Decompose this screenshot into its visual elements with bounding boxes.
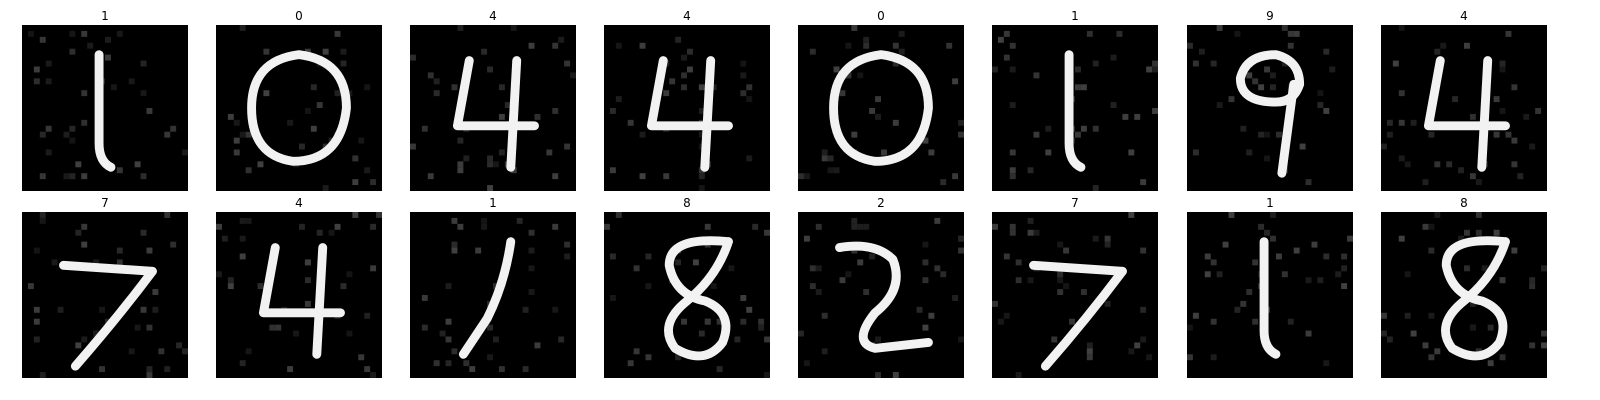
digit-label: 2 [877, 196, 885, 210]
digit-stroke [1040, 266, 1127, 371]
digit-image [604, 212, 770, 378]
digit-cell: 1 [410, 196, 576, 378]
digit-label: 7 [1071, 196, 1079, 210]
digit-glyph [604, 25, 770, 191]
digit-label: 8 [683, 196, 691, 210]
digit-cell: 4 [604, 9, 770, 191]
digit-cell: 9 [1187, 9, 1353, 191]
digit-cell: 8 [604, 196, 770, 378]
digit-image [1381, 212, 1547, 378]
digit-image [216, 25, 382, 191]
digit-cell: 8 [1381, 196, 1547, 378]
digit-cell: 0 [798, 9, 964, 191]
digit-glyph [1381, 25, 1547, 191]
digit-glyph [1187, 212, 1353, 378]
digit-cell: 4 [1381, 9, 1547, 191]
digit-stroke [59, 260, 157, 276]
digit-stroke [829, 50, 933, 166]
digit-cell: 1 [22, 9, 188, 191]
digit-stroke [1477, 56, 1493, 172]
digit-cell: 1 [1187, 196, 1353, 378]
digit-label: 1 [489, 196, 497, 210]
digit-image [216, 212, 382, 378]
digit-stroke [94, 50, 116, 172]
digit-stroke [1441, 236, 1510, 361]
digit-cell: 4 [216, 196, 382, 378]
digit-stroke [700, 56, 716, 172]
digit-glyph [798, 25, 964, 191]
digit-stroke [1277, 79, 1299, 178]
digit-glyph [216, 212, 382, 378]
digit-stroke [506, 56, 522, 172]
digit-image [410, 212, 576, 378]
digit-image [1187, 212, 1353, 378]
digit-glyph [604, 212, 770, 378]
digit-glyph [216, 25, 382, 191]
digit-label: 1 [1071, 9, 1079, 23]
digit-glyph [798, 212, 964, 378]
digit-label: 4 [1460, 9, 1468, 23]
digit-label: 4 [489, 9, 497, 23]
digit-cell: 7 [992, 196, 1158, 378]
digit-label: 4 [295, 196, 303, 210]
digit-glyph [410, 212, 576, 378]
digit-image [992, 212, 1158, 378]
digit-label: 9 [1266, 9, 1274, 23]
digit-stroke [458, 237, 516, 359]
digit-stroke [1259, 237, 1281, 359]
digit-label: 4 [683, 9, 691, 23]
digit-stroke [70, 266, 157, 371]
digit-stroke [312, 243, 328, 359]
digit-cell: 2 [798, 196, 964, 378]
digit-label: 0 [877, 9, 885, 23]
digit-label: 1 [1266, 196, 1274, 210]
digit-glyph [1381, 212, 1547, 378]
digit-label: 8 [1460, 196, 1468, 210]
digit-image [604, 25, 770, 191]
digit-glyph [992, 212, 1158, 378]
digit-stroke [664, 236, 733, 361]
digit-image [798, 212, 964, 378]
digit-stroke [247, 50, 351, 166]
digit-image [22, 212, 188, 378]
digit-image [22, 25, 188, 191]
digit-label: 1 [101, 9, 109, 23]
digit-cell: 4 [410, 9, 576, 191]
digit-stroke [835, 241, 933, 353]
digit-glyph [992, 25, 1158, 191]
digit-cell: 0 [216, 9, 382, 191]
digit-glyph [1187, 25, 1353, 191]
digit-image [798, 25, 964, 191]
digit-label: 0 [295, 9, 303, 23]
digit-label: 7 [101, 196, 109, 210]
digit-cell: 1 [992, 9, 1158, 191]
digit-image [1187, 25, 1353, 191]
digit-stroke [1064, 50, 1086, 172]
digit-image [410, 25, 576, 191]
digit-stroke [1029, 260, 1127, 276]
digit-cell: 7 [22, 196, 188, 378]
digit-image [992, 25, 1158, 191]
digit-glyph [410, 25, 576, 191]
digit-image [1381, 25, 1547, 191]
digit-glyph [22, 25, 188, 191]
digit-glyph [22, 212, 188, 378]
